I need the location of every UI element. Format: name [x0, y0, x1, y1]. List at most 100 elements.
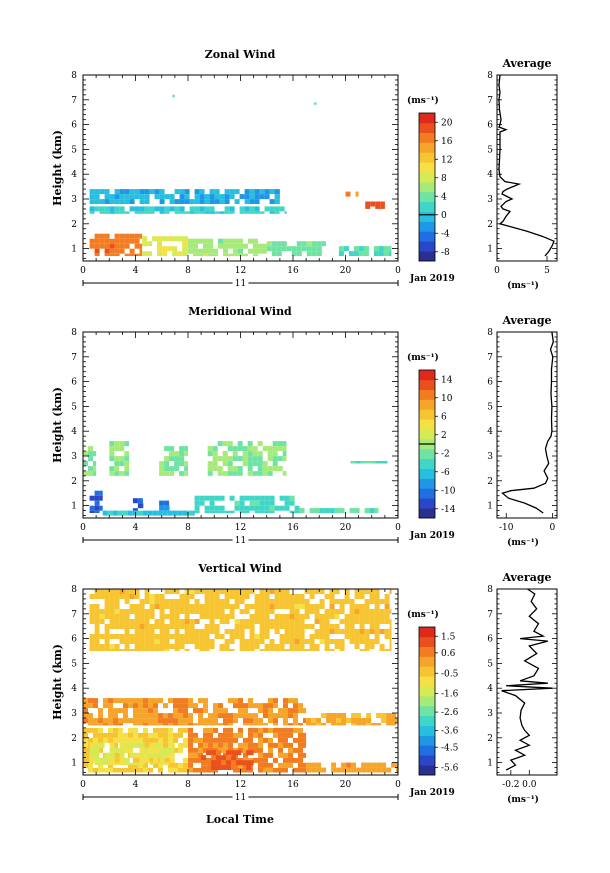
data-cell — [263, 708, 268, 714]
data-cell — [209, 589, 215, 594]
data-cell — [341, 713, 347, 718]
data-cell — [187, 246, 188, 252]
data-cell — [201, 755, 207, 761]
colorbar-swatch — [419, 201, 435, 212]
data-cell — [329, 609, 335, 614]
data-cell — [99, 634, 105, 639]
data-cell — [178, 723, 183, 726]
data-cell — [269, 505, 275, 511]
data-cell — [204, 599, 210, 604]
data-cell — [351, 713, 357, 718]
data-cell — [331, 767, 337, 773]
data-cell — [213, 703, 218, 709]
data-cell — [354, 629, 360, 634]
data-cell — [233, 718, 238, 724]
data-cell — [309, 624, 315, 629]
data-cell — [364, 644, 370, 649]
data-cell — [299, 604, 305, 609]
data-cell — [248, 727, 253, 733]
data-cell — [329, 594, 335, 599]
data-cell — [208, 713, 213, 719]
data-cell — [283, 703, 288, 709]
data-cell — [277, 446, 283, 452]
data-cell — [358, 246, 364, 252]
data-cell — [237, 441, 243, 447]
data-cell — [203, 737, 208, 743]
data-cell — [139, 639, 145, 644]
data-cell — [219, 211, 225, 214]
data-cell — [324, 634, 330, 639]
data-cell — [234, 199, 240, 204]
data-cell — [311, 241, 317, 247]
data-cell — [179, 634, 185, 639]
data-cell — [119, 639, 125, 644]
data-cell — [204, 206, 210, 212]
data-cell — [138, 737, 143, 743]
data-cell — [189, 589, 195, 594]
data-cell — [114, 624, 120, 629]
data-cell — [208, 248, 213, 254]
data-cell — [243, 752, 248, 758]
data-cell — [109, 609, 115, 614]
data-cell — [201, 765, 207, 770]
data-cell — [164, 634, 170, 639]
data-cell — [198, 698, 203, 704]
data-cell — [124, 451, 129, 457]
profile-y-tick-label: 8 — [487, 585, 493, 595]
data-cell — [204, 634, 210, 639]
data-cell — [169, 747, 175, 753]
data-cell — [149, 644, 155, 649]
data-cell — [229, 189, 235, 195]
data-cell — [147, 251, 153, 256]
data-cell — [384, 619, 390, 624]
data-cell — [104, 594, 110, 599]
panel-title-meridional: Meridional Wind — [188, 305, 292, 318]
data-cell — [253, 248, 258, 254]
data-cell — [119, 742, 125, 748]
data-cell — [298, 708, 303, 714]
data-cell — [134, 742, 140, 748]
data-cell — [329, 629, 335, 634]
data-cell — [208, 253, 213, 257]
profile-y-tick-label: 6 — [487, 378, 493, 388]
data-cell — [222, 441, 228, 447]
data-cell — [249, 629, 255, 634]
data-cell — [259, 604, 265, 609]
data-cell — [379, 619, 385, 624]
data-cell — [169, 451, 175, 457]
data-cell — [223, 708, 228, 714]
data-cell — [89, 194, 95, 200]
data-cell — [309, 609, 315, 614]
data-cell — [209, 194, 215, 200]
x-tick-label: 12 — [235, 266, 246, 276]
y-axis-title: Height (km) — [51, 130, 64, 206]
data-cell — [199, 604, 205, 609]
data-cell — [129, 206, 135, 212]
profile-y-tick-label: 1 — [487, 245, 493, 255]
data-cell — [178, 703, 183, 709]
data-cell — [108, 767, 113, 773]
data-cell — [239, 495, 245, 501]
data-cell — [213, 713, 218, 719]
colorbar-tick-label: 10 — [441, 394, 453, 404]
data-cell — [334, 609, 340, 614]
data-cell — [254, 206, 260, 212]
data-cell — [344, 594, 350, 599]
data-cell — [99, 757, 105, 763]
data-cell — [253, 718, 258, 724]
data-cell — [119, 233, 125, 239]
data-cell — [229, 510, 235, 514]
data-cell — [89, 495, 95, 501]
data-cell — [154, 742, 160, 748]
data-cell — [174, 199, 180, 204]
data-cell — [94, 238, 100, 244]
data-cell — [219, 614, 225, 619]
data-cell — [244, 505, 250, 511]
data-cell — [258, 243, 263, 249]
data-cell — [148, 767, 153, 773]
data-cell — [251, 750, 254, 756]
data-cell — [213, 723, 218, 726]
data-cell — [123, 767, 128, 773]
data-cell — [309, 604, 315, 609]
